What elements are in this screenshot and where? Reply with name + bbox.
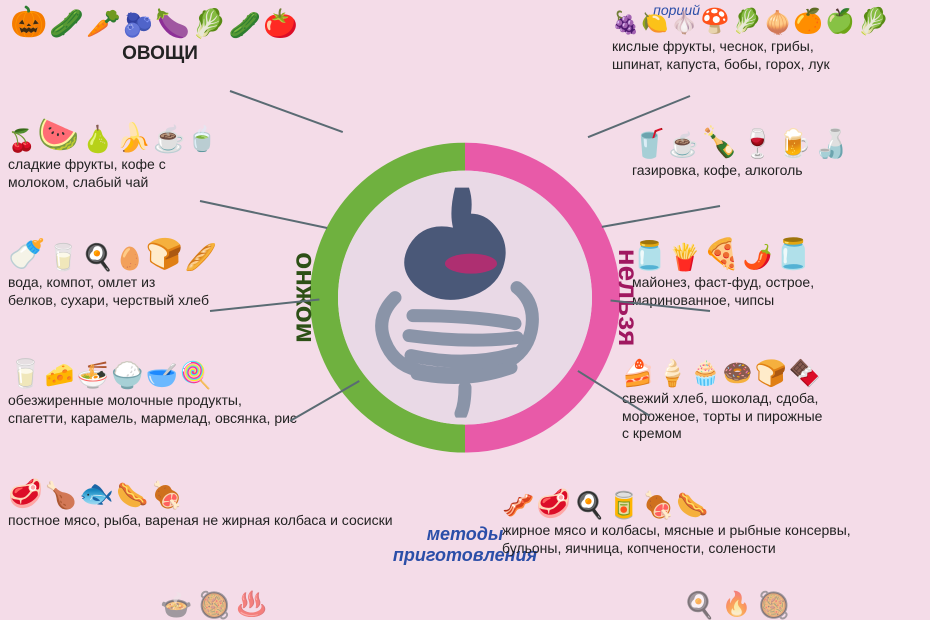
section-meat: 🥩🍗🐟🌭🍖 постное мясо, рыба, вареная не жирн… (8, 480, 428, 530)
section-caption: майонез, фаст-фуд, острое,маринованное, … (632, 274, 922, 309)
tomato-icon: 🍅 (263, 10, 298, 38)
cookware-icon: 🔥 (722, 593, 752, 617)
fried-egg-icon: 🍳 (573, 492, 605, 518)
garlic-icon: 🧄 (671, 12, 698, 34)
cooking-allowed-icons: 🍲🥘 ♨️ (160, 592, 267, 618)
cookware-icon: ♨️ (237, 593, 267, 617)
coffee-cup-icon: ☕ (153, 126, 185, 152)
grapes-icon: 🍇 (612, 12, 639, 34)
section-sweets: 🍰🍦🧁🍩🍞🍫 свежий хлеб, шоколад, сдоба,мороже… (622, 360, 922, 443)
icecream-icon: 🍦 (656, 360, 688, 386)
salami-icon: 🌭 (676, 492, 708, 518)
porridge-icon: 🥣 (146, 362, 178, 388)
section-caption: жирное мясо и колбасы, мясные и рыбные к… (502, 522, 922, 557)
section-drinks: 🥤☕🍾🍷🍺🍶 газировка, кофе, алкоголь (632, 128, 922, 180)
spinach-icon: 🥬 (732, 10, 762, 34)
zucchini-icon: 🥒 (229, 12, 261, 38)
sour-apple-icon: 🍏 (825, 10, 855, 34)
ring-inner (338, 171, 592, 425)
mayo-jar-icon: 🫙 (632, 242, 667, 270)
fresh-bread-icon: 🍞 (755, 360, 787, 386)
cooking-forbidden-icons: 🍳 🔥🥘 (683, 592, 790, 618)
eggplant-icon: 🍆 (155, 10, 190, 38)
bread-icon: 🍞 (146, 240, 183, 270)
section-caption: сладкие фрукты, кофе смолоком, слабый ча… (8, 156, 278, 191)
section-caption: постное мясо, рыба, вареная не жирная ко… (8, 512, 428, 530)
donut-icon: 🍩 (723, 362, 753, 386)
section-junk: 🫙🍟🍕🌶️🫙майонез, фаст-фуд, острое,маринова… (632, 240, 922, 309)
glass-icon: 🥛 (47, 244, 79, 270)
allowed-label: можно (286, 252, 318, 343)
soda-cup-icon: 🥤 (632, 130, 667, 158)
cabbage-icon: 🥬 (857, 8, 889, 34)
beer-icon: 🍺 (777, 130, 812, 158)
pumpkin-icon: 🎃 (10, 8, 47, 38)
carrot-icon: 🥕 (86, 10, 121, 38)
squash-icon: 🥬 (192, 10, 227, 38)
section-vegetables: 🎃🥒🥕🫐🍆🥬🥒🍅ОВОЩИ (10, 8, 310, 66)
cottage-cheese-icon: 🧀 (45, 364, 75, 388)
milk-icon: 🥛 (8, 360, 43, 388)
onion-icon: 🧅 (764, 12, 791, 34)
sausage-icon: 🌭 (116, 482, 148, 508)
center-ring: можно нельзя (310, 143, 620, 453)
banana-icon: 🍌 (116, 124, 151, 152)
beet-icon: 🫐 (123, 14, 153, 38)
mushroom-icon: 🍄 (700, 10, 730, 34)
spaghetti-icon: 🍜 (77, 362, 109, 388)
cookware-icon: 🍲 (160, 592, 192, 618)
section-caption: обезжиренные молочные продукты,спагетти,… (8, 392, 338, 427)
crackers-icon: 🥖 (185, 244, 217, 270)
section-caption: ОВОЩИ (10, 42, 310, 66)
cherry-icon: 🍒 (8, 130, 35, 152)
lollipop-icon: 🍭 (180, 362, 212, 388)
bottle1-icon: 🍾 (701, 128, 738, 158)
section-caption: вода, компот, омлет избелков, сухари, че… (8, 274, 288, 309)
pepper-icon: 🌶️ (743, 246, 773, 270)
connector-line (200, 200, 328, 229)
coffee-icon: ☕ (669, 134, 699, 158)
section-sweet_fruit: 🍒🍉🍐🍌☕🍵 сладкие фрукты, кофе смолоком, сла… (8, 118, 278, 191)
watermelon-icon: 🍉 (37, 118, 79, 152)
pickled-jar-icon: 🫙 (775, 240, 812, 270)
fat-meat-icon: 🥩 (536, 490, 571, 518)
chocolate-icon: 🍫 (789, 360, 821, 386)
bacon-icon: 🥓 (502, 492, 534, 518)
cookware-icon: 🥘 (758, 592, 790, 618)
pizza-icon: 🍕 (703, 240, 740, 270)
fish-icon: 🐟 (79, 480, 114, 508)
cucumber-icon: 🥒 (49, 10, 84, 38)
tea-cup-icon: 🍵 (187, 128, 217, 152)
omelet-icon: 🍳 (82, 244, 114, 270)
wine-icon: 🍷 (740, 130, 775, 158)
bottle-icon: 🍼 (8, 240, 45, 270)
poultry-icon: 🍗 (45, 482, 77, 508)
chips-icon: 🍟 (669, 244, 701, 270)
cake-slice-icon: 🍰 (622, 360, 654, 386)
section-fat_meat: 🥓🥩🍳🥫🍖🌭 жирное мясо и колбасы, мясные и ры… (502, 490, 922, 557)
cookware-icon: 🥘 (198, 592, 230, 618)
preserves-can-icon: 🥫 (608, 492, 640, 518)
rice-icon: 🍚 (111, 362, 143, 388)
section-sour: 🍇🍋🧄🍄🥬🧅🍊🍏🥬кислые фрукты, чеснок, грибы,шп… (612, 8, 922, 73)
section-caption: свежий хлеб, шоколад, сдоба,мороженое, т… (622, 390, 922, 443)
section-dairy: 🥛🧀🍜🍚🥣🍭 обезжиренные молочные продукты,спа… (8, 360, 338, 427)
boiled-sausage-icon: 🍖 (151, 482, 183, 508)
digestive-system-icon (355, 178, 575, 418)
smoked-icon: 🍖 (642, 492, 674, 518)
bottle2-icon: 🍶 (814, 130, 849, 158)
egg-icon: 🥚 (116, 248, 143, 270)
lean-meat-icon: 🥩 (8, 480, 43, 508)
section-caption: кислые фрукты, чеснок, грибы,шпинат, кап… (612, 38, 922, 73)
section-water_bread: 🍼🥛🍳🥚🍞🥖 вода, компот, омлет избелков, суха… (8, 240, 288, 309)
cookware-icon: 🍳 (683, 592, 715, 618)
lemon-icon: 🍋 (641, 12, 668, 34)
orange-icon: 🍊 (793, 10, 823, 34)
pear-icon: 🍐 (82, 126, 114, 152)
cupcake-icon: 🧁 (691, 362, 721, 386)
section-caption: газировка, кофе, алкоголь (632, 162, 922, 180)
